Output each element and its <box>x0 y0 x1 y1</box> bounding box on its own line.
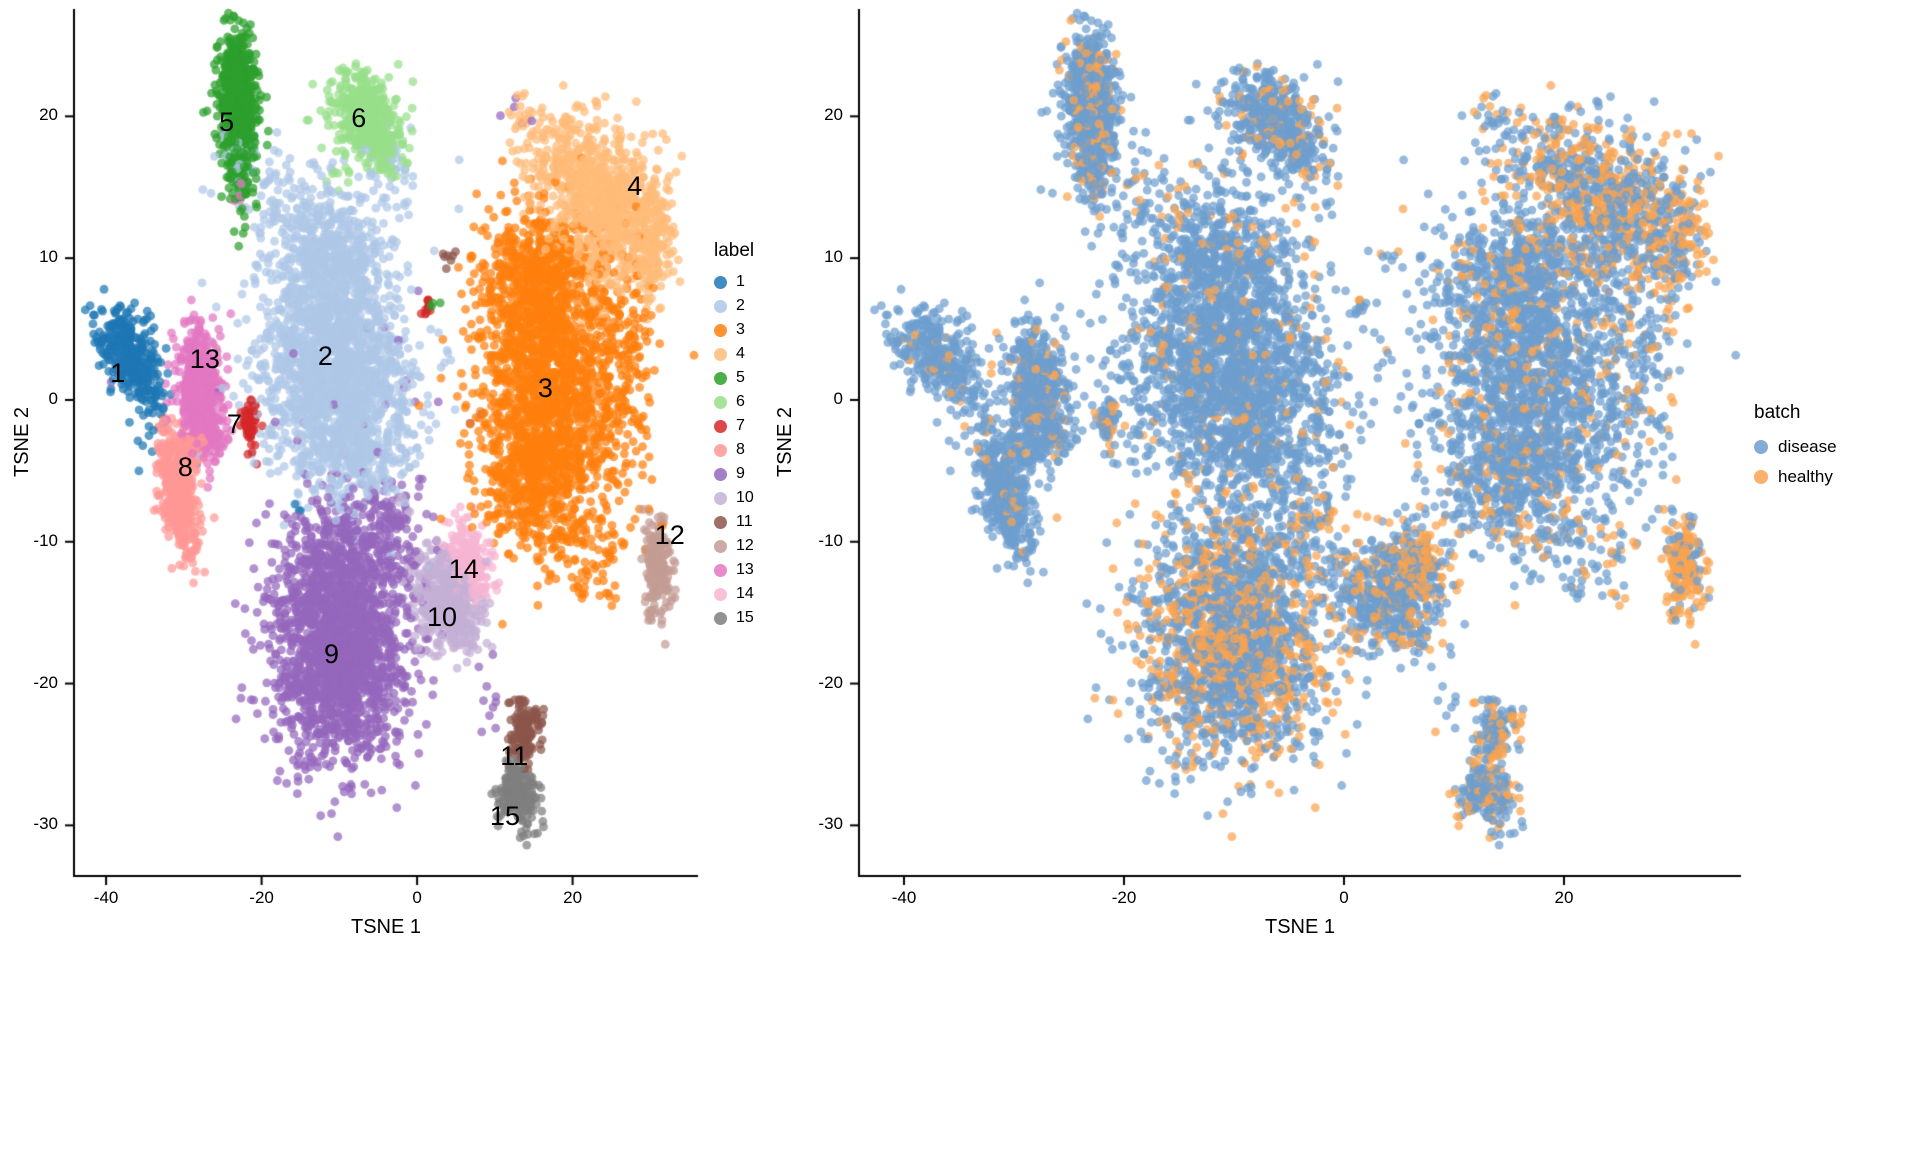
legend-swatch-icon <box>714 323 727 337</box>
legend-item-label: 1 <box>736 273 745 290</box>
legend-item-label-14: 14 <box>714 582 754 606</box>
legend-item-label-13: 13 <box>714 558 754 582</box>
legend-item-label-9: 9 <box>714 462 754 486</box>
legend-swatch-icon <box>1754 470 1768 484</box>
legend-item-label: disease <box>1778 437 1837 456</box>
legend-batch-items: disease healthy <box>1754 432 1837 492</box>
legend-label-items: 1 2 3 4 5 6 7 8 9 10 11 12 13 14 15 <box>714 270 754 630</box>
legend-item-label: 12 <box>736 537 754 554</box>
legend-swatch-icon <box>714 443 727 457</box>
legend-item-label-12: 12 <box>714 534 754 558</box>
legend-label-title: label <box>714 240 755 261</box>
legend-item-label: 4 <box>736 345 745 362</box>
legend-item-label: 9 <box>736 465 745 482</box>
legend-item-label-7: 7 <box>714 414 754 438</box>
legend-swatch-icon <box>1754 440 1768 454</box>
legend-item-label: 14 <box>736 585 754 602</box>
legend-swatch-icon <box>714 371 727 385</box>
legend-swatch-icon <box>714 611 727 625</box>
y-axis-title-left-panel: TSNE 2 <box>11 406 33 478</box>
legend-item-label-6: 6 <box>714 390 754 414</box>
legend-swatch-icon <box>714 395 727 409</box>
legend-swatch-icon <box>714 419 727 433</box>
legend-item-label: 15 <box>736 609 754 626</box>
x-axis-title-left-panel: TSNE 1 <box>350 916 422 938</box>
x-axis-title-right-panel: TSNE 1 <box>1264 916 1336 938</box>
legend-swatch-icon <box>714 587 727 601</box>
legend-batch: batch disease healthy <box>1754 402 1837 492</box>
legend-swatch-icon <box>714 299 727 313</box>
legend-item-batch-disease: disease <box>1754 432 1837 462</box>
legend-item-label-11: 11 <box>714 510 754 534</box>
legend-item-batch-healthy: healthy <box>1754 462 1837 492</box>
legend-swatch-icon <box>714 467 727 481</box>
legend-item-label-3: 3 <box>714 318 754 342</box>
legend-item-label-5: 5 <box>714 366 754 390</box>
legend-item-label: 5 <box>736 369 745 386</box>
legend-swatch-icon <box>714 347 727 361</box>
legend-swatch-icon <box>714 491 727 505</box>
legend-item-label: 2 <box>736 297 745 314</box>
legend-item-label-1: 1 <box>714 270 754 294</box>
legend-swatch-icon <box>714 539 727 553</box>
legend-label: label 1 2 3 4 5 6 7 8 9 10 11 12 13 14 15 <box>714 240 754 630</box>
legend-item-label: healthy <box>1778 467 1833 486</box>
y-axis-title-right-panel: TSNE 2 <box>774 406 796 478</box>
legend-swatch-icon <box>714 275 727 289</box>
legend-item-label-4: 4 <box>714 342 754 366</box>
legend-item-label-10: 10 <box>714 486 754 510</box>
legend-item-label: 6 <box>736 393 745 410</box>
legend-item-label: 3 <box>736 321 745 338</box>
legend-item-label-15: 15 <box>714 606 754 630</box>
legend-item-label-8: 8 <box>714 438 754 462</box>
legend-item-label: 13 <box>736 561 754 578</box>
legend-item-label-2: 2 <box>714 294 754 318</box>
legend-item-label: 8 <box>736 441 745 458</box>
legend-item-label: 10 <box>736 489 754 506</box>
legend-swatch-icon <box>714 563 727 577</box>
legend-item-label: 11 <box>736 513 753 530</box>
legend-batch-title: batch <box>1754 402 1801 423</box>
legend-swatch-icon <box>714 515 727 529</box>
legend-item-label: 7 <box>736 417 745 434</box>
